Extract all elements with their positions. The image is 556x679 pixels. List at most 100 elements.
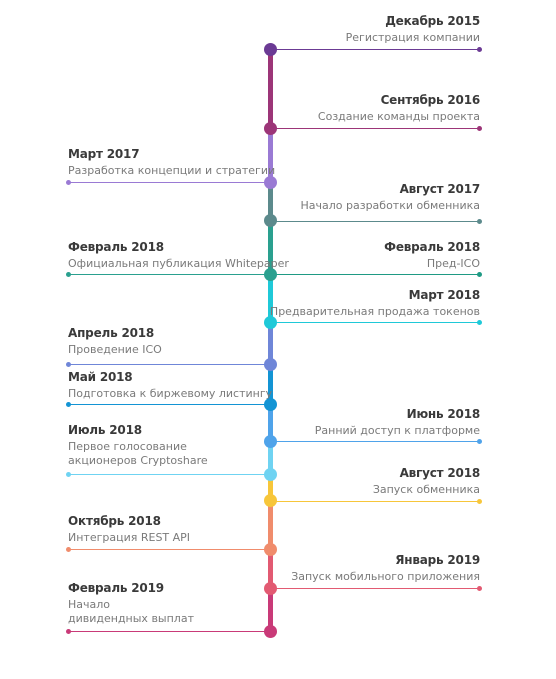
milestone-description: Предварительная продажа токенов [269, 305, 480, 318]
milestone-date: Март 2017 [68, 147, 140, 161]
milestone-date: Август 2017 [399, 182, 481, 196]
timeline-node [264, 582, 277, 595]
timeline-node [264, 316, 277, 329]
milestone-label: Август 2018 Запуск обменника [373, 466, 480, 497]
connector-end-dot [66, 472, 71, 477]
milestone-date: Февраль 2019 [68, 581, 164, 595]
timeline-node [264, 468, 277, 481]
milestone-description: Пред-ICO [426, 257, 480, 270]
milestone-label: Март 2018 Предварительная продажа токенов [270, 288, 480, 319]
milestone-date: Март 2018 [408, 288, 481, 302]
connector-end-dot [66, 272, 71, 277]
milestone-label: Декабрь 2015 Регистрация компании [345, 14, 481, 45]
timeline-segment [268, 220, 273, 274]
milestone-date: Сентябрь 2016 [380, 93, 481, 107]
milestone-label: Август 2017 Начало разработки обменника [300, 182, 480, 213]
milestone-label: Февраль 2018 Официальная публикация White… [68, 240, 289, 271]
timeline-node [264, 435, 277, 448]
timeline-connector [68, 631, 270, 632]
connector-end-dot [477, 219, 482, 224]
timeline-node [264, 625, 277, 638]
milestone-date: Февраль 2018 [68, 240, 164, 254]
milestone-date: Январь 2019 [395, 553, 480, 567]
milestone-description: Создание команды проекта [317, 110, 480, 123]
milestone-description: Проведение ICO [68, 343, 162, 356]
timeline-connector [68, 404, 270, 405]
milestone-date: Май 2018 [68, 370, 133, 384]
milestone-description: Начало разработки обменника [300, 199, 480, 212]
timeline-segment [268, 322, 273, 364]
timeline-connector [270, 49, 479, 50]
timeline-segment [268, 182, 273, 220]
timeline-segment [268, 364, 273, 404]
milestone-date: Июль 2018 [68, 423, 142, 437]
connector-end-dot [477, 272, 482, 277]
timeline-connector [270, 128, 479, 129]
timeline-segment [268, 128, 273, 182]
milestone-description: Разработка концепции и стратегии [68, 164, 276, 177]
milestone-label: Март 2017 Разработка концепции и стратеги… [68, 147, 275, 178]
timeline-connector [68, 182, 270, 183]
milestone-label: Апрель 2018 Проведение ICO [68, 326, 162, 357]
milestone-label: Май 2018 Подготовка к биржевому листингу [68, 370, 272, 401]
timeline-segment [268, 588, 273, 631]
timeline-segment [268, 441, 273, 474]
milestone-label: Январь 2019 Запуск мобильного приложения [291, 553, 480, 584]
milestone-date: Октябрь 2018 [68, 514, 161, 528]
timeline-segment [268, 274, 273, 322]
timeline-connector [270, 221, 479, 222]
milestone-description: Регистрация компании [345, 31, 480, 44]
milestone-description: Официальная публикация Whitepaper [68, 257, 289, 270]
milestone-label: Июль 2018 Первое голосование акционеров C… [68, 423, 208, 468]
connector-end-dot [66, 547, 71, 552]
timeline-connector [270, 322, 479, 323]
milestone-date: Февраль 2018 [384, 240, 480, 254]
timeline-connector [270, 441, 479, 442]
milestone-date: Июнь 2018 [406, 407, 481, 421]
milestone-description: Интеграция REST API [68, 531, 191, 544]
timeline-node [264, 358, 277, 371]
timeline-node [264, 214, 277, 227]
timeline-segment [268, 500, 273, 549]
connector-end-dot [477, 126, 482, 131]
timeline-node [264, 43, 277, 56]
timeline-segment [268, 49, 273, 128]
timeline-segment [268, 474, 273, 500]
timeline-node [264, 122, 277, 135]
timeline-connector [270, 588, 479, 589]
connector-end-dot [66, 180, 71, 185]
milestone-description: Первое голосование акционеров Cryptoshar… [68, 440, 208, 467]
connector-end-dot [66, 629, 71, 634]
milestone-description: Запуск обменника [372, 483, 480, 496]
timeline-connector [68, 274, 270, 275]
connector-end-dot [477, 439, 482, 444]
timeline-node [264, 398, 277, 411]
connector-end-dot [477, 320, 482, 325]
milestone-label: Сентябрь 2016 Создание команды проекта [318, 93, 480, 124]
timeline-connector [68, 549, 270, 550]
timeline-connector [68, 364, 270, 365]
connector-end-dot [477, 47, 482, 52]
connector-end-dot [66, 362, 71, 367]
timeline-node [264, 268, 277, 281]
milestone-description: Ранний доступ к платформе [314, 424, 480, 437]
milestone-date: Декабрь 2015 [385, 14, 480, 28]
milestone-label: Октябрь 2018 Интеграция REST API [68, 514, 190, 545]
timeline-connector [68, 474, 270, 475]
milestone-label: Июнь 2018 Ранний доступ к платформе [315, 407, 480, 438]
milestone-description: Запуск мобильного приложения [291, 570, 480, 583]
milestone-date: Апрель 2018 [68, 326, 155, 340]
milestone-label: Февраль 2019 Начало дивидендных выплат [68, 581, 194, 626]
connector-end-dot [477, 586, 482, 591]
timeline-connector [270, 274, 479, 275]
timeline-segment [268, 549, 273, 588]
connector-end-dot [477, 499, 482, 504]
timeline-node [264, 543, 277, 556]
milestone-description: Подготовка к биржевому листингу [68, 387, 273, 400]
milestone-label: Февраль 2018 Пред-ICO [384, 240, 480, 271]
timeline-node [264, 494, 277, 507]
timeline-node [264, 176, 277, 189]
timeline-connector [270, 501, 479, 502]
milestone-description: Начало дивидендных выплат [68, 598, 194, 625]
